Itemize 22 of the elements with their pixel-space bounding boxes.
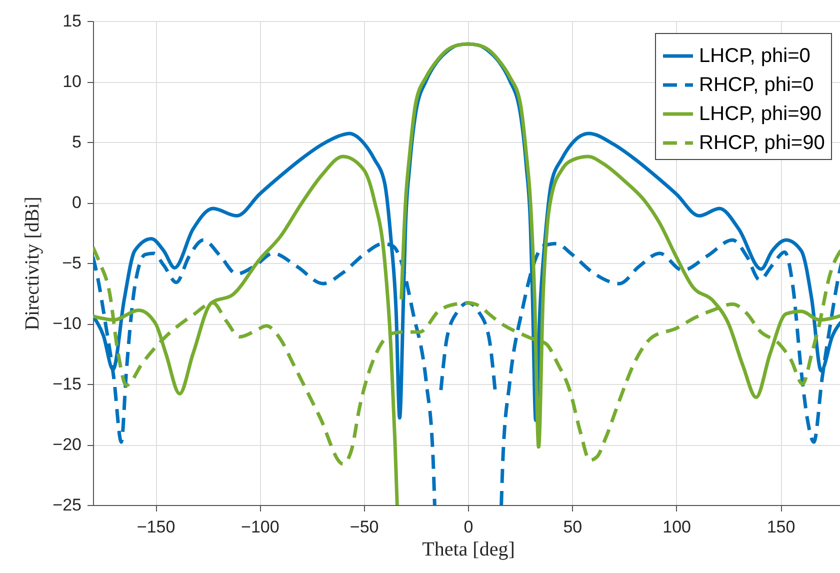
x-tick-label: 150	[766, 518, 796, 536]
legend-label: RHCP, phi=90	[699, 132, 825, 154]
y-axis-title: Directivity [dBi]	[22, 196, 44, 330]
y-tick-label: 5	[72, 132, 82, 152]
y-tick-label: −15	[52, 374, 82, 394]
y-tick-label: −5	[62, 254, 82, 272]
y-tick-label: 15	[62, 12, 82, 30]
x-tick-label: −150	[136, 518, 176, 536]
x-axis-title: Theta [deg]	[422, 538, 515, 560]
y-tick-label: −25	[52, 496, 82, 514]
x-tick-label: 50	[563, 518, 582, 536]
y-tick-label: −20	[52, 435, 82, 454]
x-tick-label: 0	[464, 518, 474, 536]
legend-label: RHCP, phi=0	[699, 74, 814, 96]
x-tick-label: −50	[350, 518, 379, 536]
y-tick-label: 10	[62, 72, 82, 91]
legend-label: LHCP, phi=90	[699, 103, 822, 125]
x-tick-label: −100	[241, 518, 280, 536]
y-tick-label: 0	[72, 193, 82, 212]
y-tick-label: −10	[52, 314, 82, 333]
x-tick-label: 100	[662, 518, 692, 536]
legend-label: LHCP, phi=0	[699, 45, 810, 67]
